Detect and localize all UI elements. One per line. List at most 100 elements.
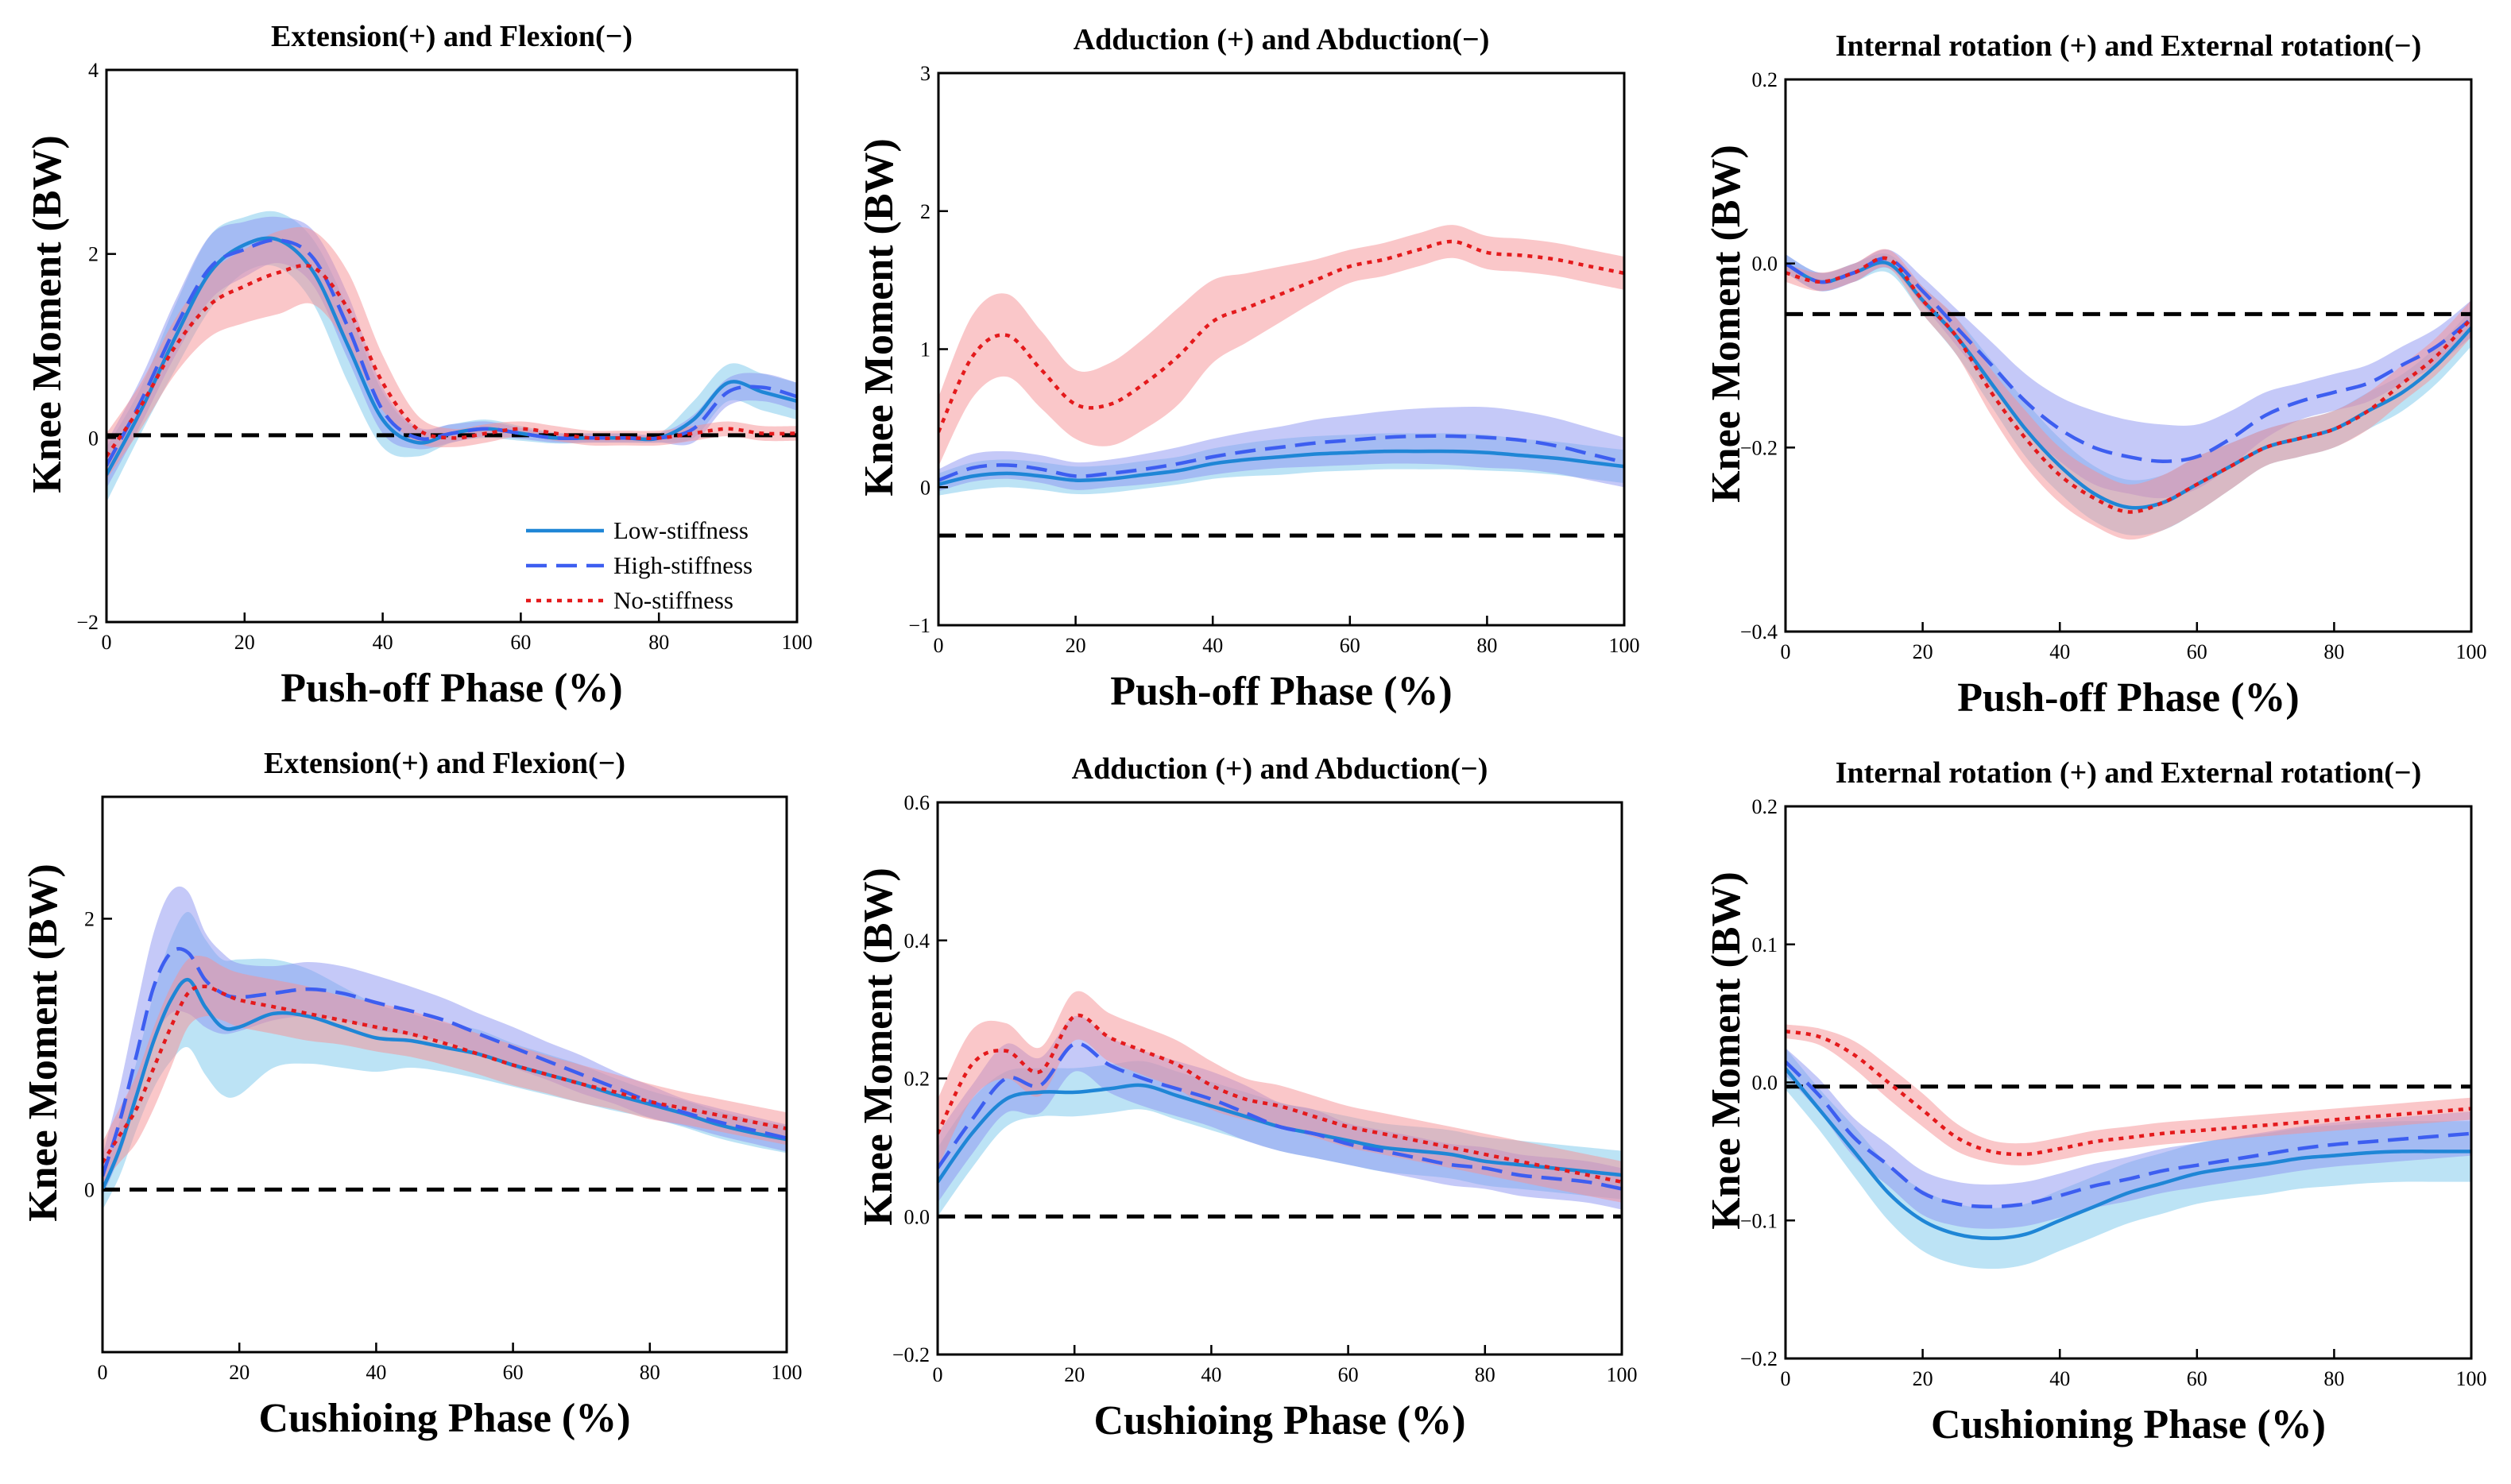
y-tick-label: 0	[88, 427, 99, 450]
no-stiffness-band	[1786, 1024, 2471, 1165]
x-tick-label: 20	[234, 631, 255, 654]
legend-label-low: Low-stiffness	[613, 516, 749, 544]
no-stiffness-line	[103, 984, 787, 1164]
high-stiffness-line	[103, 947, 787, 1177]
plot-area	[1786, 1024, 2471, 1270]
chart-panel-3: 0 20 40 60 80 100 −0.4 −0.2 0.0 0.2 Internal rotat…	[1704, 29, 2487, 721]
chart-panel-5: 0 20 40 60 80 100 −0.2 0.0 0.2 0.4 0.6 Adduction (+…	[856, 752, 1638, 1443]
y-tick-label: 0	[920, 476, 931, 499]
y-axis-label: Knee Moment (BW)	[25, 135, 70, 493]
x-tick-label: 20	[1913, 1367, 1933, 1390]
x-tick-label: 80	[2323, 1367, 2344, 1390]
y-tick-label: −1	[908, 614, 931, 637]
chart-title: Adduction (+) and Abduction(−)	[1074, 23, 1490, 56]
chart-panel-4: 0 20 40 60 80 100 0 2 Extension(+) and Flexion(−…	[21, 747, 803, 1441]
x-tick-label: 100	[782, 631, 813, 654]
x-tick-label: 40	[2049, 640, 2070, 663]
no-stiffness-band	[938, 991, 1622, 1203]
low-stiffness-line	[1786, 1067, 2471, 1241]
no-stiffness-line	[938, 1013, 1622, 1184]
x-tick-label: 60	[503, 1361, 524, 1384]
legend: Low-stiffness High-stiffness No-stiffness	[526, 516, 753, 614]
y-axis-label: Knee Moment (BW)	[857, 138, 902, 497]
x-tick-label: 40	[1201, 1363, 1221, 1386]
high-stiffness-band	[1786, 1048, 2471, 1229]
chart-title: Extension(+) and Flexion(−)	[271, 20, 633, 53]
x-tick-label: 100	[772, 1361, 803, 1384]
chart-title: Internal rotation (+) and External rotat…	[1836, 29, 2421, 63]
y-tick-label: 2	[84, 907, 95, 930]
x-tick-label: 20	[1064, 1363, 1085, 1386]
x-tick-label: 80	[640, 1361, 660, 1384]
chart-title: Internal rotation (+) and External rotat…	[1836, 756, 2421, 790]
y-tick-label: 0.2	[1752, 795, 1778, 818]
x-axis-label: Push-off Phase (%)	[1110, 669, 1452, 714]
no-stiffness-line	[1786, 1029, 2471, 1157]
x-tick-label: 80	[1476, 634, 1497, 657]
x-tick-label: 20	[229, 1361, 250, 1384]
y-tick-label: −0.2	[892, 1343, 930, 1366]
x-tick-label: 20	[1913, 640, 1933, 663]
x-tick-label: 0	[1781, 1367, 1791, 1390]
high-stiffness-line	[1786, 1060, 2471, 1209]
x-tick-label: 80	[1475, 1363, 1495, 1386]
y-tick-label: 2	[88, 243, 99, 266]
plot-area	[1786, 249, 2471, 540]
plot-frame	[101, 795, 788, 1354]
x-tick-label: 0	[102, 631, 112, 654]
x-tick-label: 80	[2323, 640, 2344, 663]
y-tick-label: 1	[920, 338, 931, 361]
legend-label-high: High-stiffness	[613, 551, 753, 579]
y-tick-label: 0.4	[904, 929, 931, 953]
plot-frame	[105, 68, 799, 624]
y-tick-label: 0.6	[904, 791, 931, 814]
y-tick-label: 0.2	[1752, 68, 1778, 91]
high-stiffness-line	[938, 434, 1624, 482]
x-tick-label: 0	[933, 1363, 943, 1386]
plot-area	[103, 886, 787, 1210]
plot-area	[938, 991, 1622, 1219]
x-axis-label: Cushioing Phase (%)	[1093, 1398, 1465, 1443]
y-axis-label: Knee Moment (BW)	[1704, 145, 1749, 503]
high-stiffness-band	[1786, 249, 2471, 499]
y-tick-label: −0.4	[1740, 620, 1778, 643]
y-tick-label: 0.0	[1752, 253, 1778, 276]
x-tick-label: 60	[510, 631, 531, 654]
x-tick-label: 60	[2187, 640, 2207, 663]
y-tick-label: 0	[84, 1178, 95, 1201]
chart-title: Adduction (+) and Abduction(−)	[1072, 752, 1488, 786]
x-tick-label: 0	[1781, 640, 1791, 663]
high-stiffness-line	[1786, 257, 2471, 463]
y-tick-label: 4	[88, 59, 99, 82]
y-tick-label: 0.0	[1752, 1072, 1778, 1095]
x-axis-label: Cushioning Phase (%)	[1931, 1402, 2326, 1447]
x-tick-label: 100	[1607, 1363, 1638, 1386]
x-tick-label: 40	[2049, 1367, 2070, 1390]
y-tick-label: 2	[920, 200, 931, 223]
low-stiffness-line	[106, 236, 797, 476]
x-tick-label: 60	[2187, 1367, 2207, 1390]
x-tick-label: 0	[98, 1361, 108, 1384]
x-tick-label: 80	[648, 631, 669, 654]
y-tick-label: 3	[920, 62, 931, 85]
y-axis-label: Knee Moment (BW)	[21, 864, 66, 1222]
chart-title: Extension(+) and Flexion(−)	[264, 747, 625, 780]
y-tick-label: −0.2	[1740, 436, 1778, 459]
legend-label-no: No-stiffness	[613, 586, 733, 614]
y-tick-label: −0.1	[1740, 1209, 1778, 1232]
x-tick-label: 20	[1066, 634, 1086, 657]
y-tick-label: 0.0	[904, 1205, 931, 1228]
x-tick-label: 60	[1338, 1363, 1359, 1386]
x-tick-label: 100	[2456, 640, 2487, 663]
y-tick-label: −2	[76, 611, 99, 634]
x-axis-label: Push-off Phase (%)	[1957, 675, 2299, 721]
x-axis-label: Cushioing Phase (%)	[258, 1396, 630, 1441]
x-tick-label: 40	[373, 631, 393, 654]
x-tick-label: 40	[1202, 634, 1223, 657]
y-tick-label: 0.2	[904, 1068, 931, 1091]
low-stiffness-line	[103, 977, 787, 1191]
x-tick-label: 0	[934, 634, 944, 657]
y-axis-label: Knee Moment (BW)	[1704, 871, 1749, 1230]
